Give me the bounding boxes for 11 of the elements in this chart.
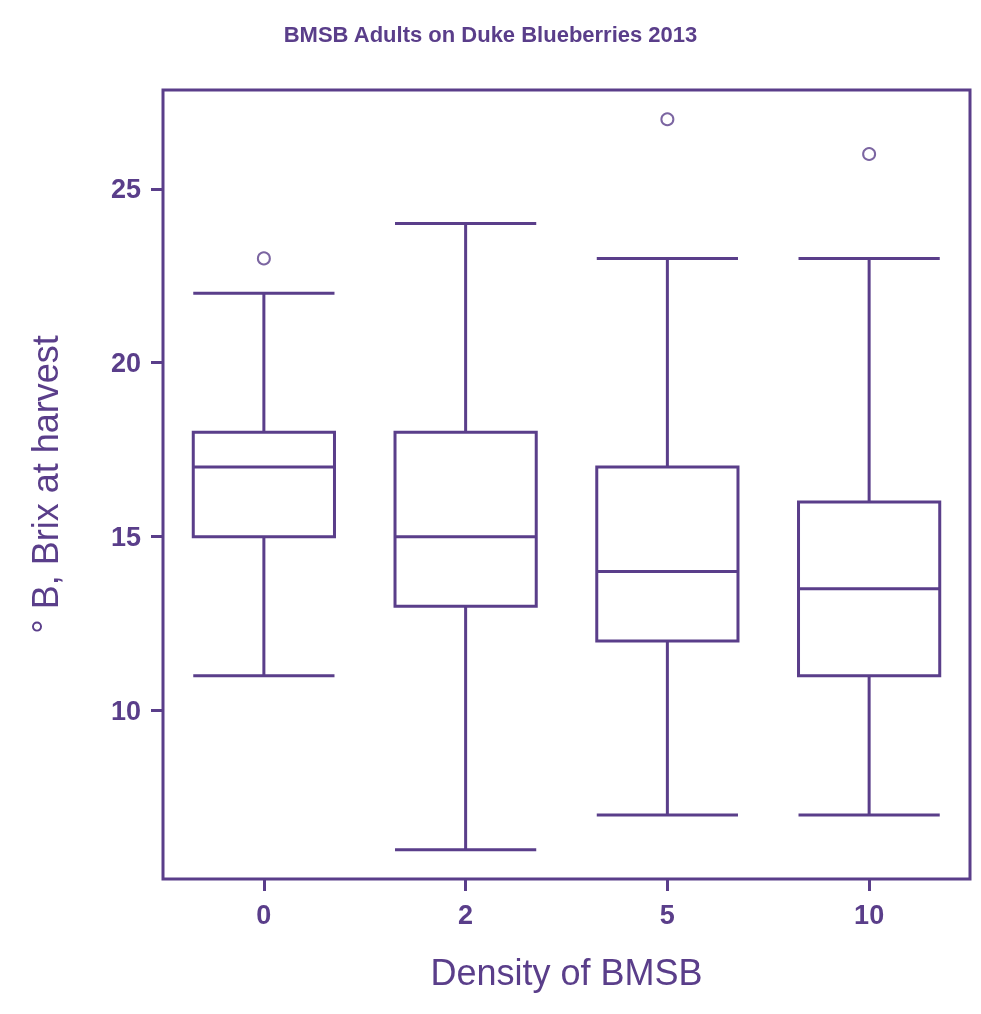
y-tick-label: 20 — [110, 347, 141, 378]
x-tick-label: 10 — [854, 899, 885, 930]
x-tick-label: 5 — [659, 899, 675, 930]
x-tick-label: 0 — [256, 899, 272, 930]
y-tick-label: 10 — [110, 695, 141, 726]
x-axis-title: Density of BMSB — [430, 951, 703, 993]
x-tick-label: 2 — [458, 899, 474, 930]
y-axis-title: ° B, Brix at harvest — [24, 335, 66, 634]
y-tick-label: 15 — [110, 521, 141, 552]
chart-title: BMSB Adults on Duke Blueberries 2013 — [283, 21, 698, 47]
y-tick-label: 25 — [110, 173, 141, 204]
